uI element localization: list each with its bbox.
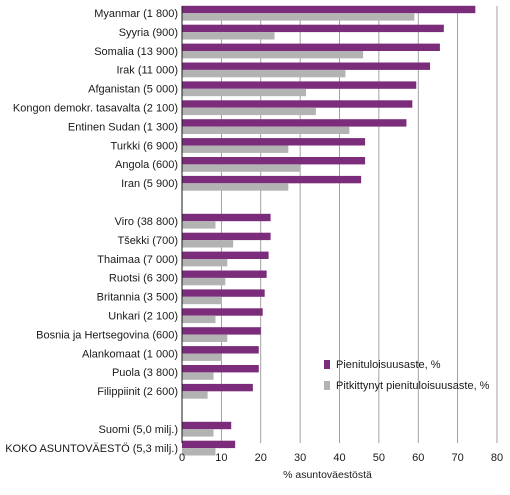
bar-pitkittynyt — [182, 107, 316, 116]
category-label: Unkari (2 100) — [108, 311, 178, 323]
bar-pienituloisuusaste — [182, 270, 267, 278]
bar-pienituloisuusaste — [182, 365, 259, 373]
category-label: Puola (3 800) — [112, 367, 178, 379]
bars — [182, 5, 476, 456]
bar-pienituloisuusaste — [182, 213, 271, 222]
x-tick-label: 50 — [373, 452, 385, 464]
category-label: Tšekki (700) — [117, 235, 178, 247]
legend-swatch-pitkittynyt — [324, 381, 330, 390]
category-label: Irak (11 000) — [116, 65, 178, 77]
x-tick-label: 80 — [491, 452, 503, 464]
bar-pitkittynyt — [182, 277, 226, 286]
bar-pitkittynyt — [182, 334, 228, 342]
category-label: Afganistan (5 000) — [88, 84, 178, 96]
bar-pitkittynyt — [182, 32, 275, 40]
bar-pitkittynyt — [182, 315, 216, 324]
bar-pienituloisuusaste — [182, 43, 440, 51]
bar-pienituloisuusaste — [182, 383, 253, 392]
bar-pienituloisuusaste — [182, 81, 417, 89]
category-label: Turkki (6 900) — [111, 140, 178, 152]
x-tick-label: 0 — [179, 452, 185, 464]
category-label: Kongon demokr. tasavalta (2 100) — [13, 103, 178, 115]
bar-pienituloisuusaste — [182, 232, 271, 241]
legend-swatch-pienituloisuusaste — [324, 360, 330, 369]
bar-pitkittynyt — [182, 13, 415, 21]
category-label: Alankomaat (1 000) — [82, 348, 178, 360]
x-tick-label: 10 — [215, 452, 227, 464]
bar-pitkittynyt — [182, 88, 307, 97]
bar-pienituloisuusaste — [182, 327, 261, 335]
x-axis-title: % asuntoväestöstä — [283, 469, 372, 481]
bar-pienituloisuusaste — [182, 24, 444, 33]
category-label: Viro (38 800) — [115, 216, 178, 228]
x-tick-label: 30 — [294, 452, 306, 464]
category-label: Britannia (3 500) — [97, 292, 178, 304]
legend: Pienituloisuusaste, % Pitkittynyt pienit… — [324, 359, 490, 392]
bar-pienituloisuusaste — [182, 421, 232, 430]
category-label: Thaimaa (7 000) — [97, 254, 178, 266]
bar-pitkittynyt — [182, 259, 228, 267]
bar-pitkittynyt — [182, 221, 216, 229]
bar-pitkittynyt — [182, 51, 364, 59]
category-label: Iran (5 900) — [121, 178, 178, 190]
legend-label-pitkittynyt: Pitkittynyt pienituloisuusaste, % — [336, 380, 490, 392]
bar-pitkittynyt — [182, 372, 214, 380]
category-label: Suomi (5,0 milj.) — [99, 424, 178, 436]
x-tick-label: 20 — [255, 452, 267, 464]
bar-pitkittynyt — [182, 69, 346, 78]
category-label: Syyria (900) — [119, 27, 178, 39]
category-label: Entinen Sudan (1 300) — [68, 121, 178, 133]
legend-label-pienituloisuusaste: Pienituloisuusaste, % — [336, 359, 441, 371]
category-label: Myanmar (1 800) — [94, 8, 178, 20]
category-label: Somalia (13 900) — [94, 46, 178, 58]
bar-pienituloisuusaste — [182, 346, 259, 354]
bar-pienituloisuusaste — [182, 175, 362, 184]
category-labels: Myanmar (1 800) Syyria (900) Somalia (13 9… — [5, 8, 178, 455]
bar-pienituloisuusaste — [182, 289, 265, 297]
bar-pitkittynyt — [182, 126, 350, 134]
bar-pitkittynyt — [182, 164, 301, 172]
grid-lines — [220, 6, 498, 443]
bar-pienituloisuusaste — [182, 5, 476, 14]
bar-pienituloisuusaste — [182, 119, 407, 127]
bar-pienituloisuusaste — [182, 440, 236, 449]
bar-pienituloisuusaste — [182, 308, 263, 316]
x-axis: 0 10 20 30 40 50 60 70 80 — [179, 6, 503, 464]
category-label: Filippiinit (2 600) — [97, 386, 178, 398]
bar-pienituloisuusaste — [182, 138, 366, 146]
bar-pienituloisuusaste — [182, 100, 413, 108]
category-label: Bosnia ja Hertsegovina (600) — [36, 329, 178, 341]
bar-pitkittynyt — [182, 391, 208, 399]
category-label: Angola (600) — [115, 159, 178, 171]
bar-pitkittynyt — [182, 429, 214, 437]
category-label: Ruotsi (6 300) — [109, 273, 178, 285]
bar-pitkittynyt — [182, 145, 289, 153]
x-tick-label: 40 — [333, 452, 345, 464]
bar-pienituloisuusaste — [182, 251, 269, 259]
bar-pitkittynyt — [182, 240, 234, 248]
bar-pitkittynyt — [182, 353, 222, 361]
category-label: KOKO ASUNTOVÄESTÖ (5,3 milj.) — [5, 443, 178, 455]
bar-pitkittynyt — [182, 183, 289, 191]
x-tick-label: 60 — [412, 452, 424, 464]
bar-pitkittynyt — [182, 296, 222, 305]
bar-pienituloisuusaste — [182, 62, 431, 70]
x-tick-label: 70 — [452, 452, 464, 464]
bar-pienituloisuusaste — [182, 157, 366, 165]
bar-pitkittynyt — [182, 448, 216, 456]
